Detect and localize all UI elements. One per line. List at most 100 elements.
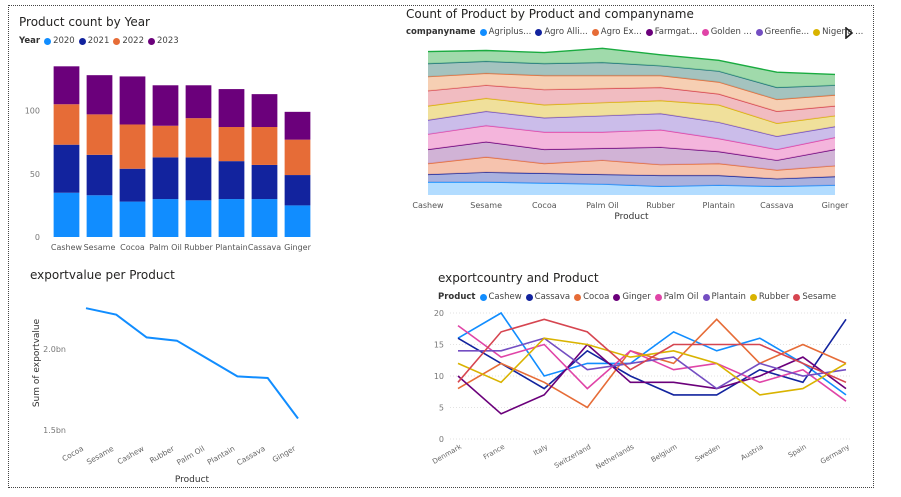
legend-item-2023[interactable]: 2023 [148,36,179,46]
bar-ginger-2023[interactable] [284,111,311,140]
legend-item[interactable]: Agro Alli... [535,27,588,37]
legend-item[interactable]: Agro Ex... [591,27,642,37]
x-tick-label: Sweden [694,443,722,464]
product-count-by-year-visual[interactable]: Product count by Year Year 2020 2021 202… [14,10,394,260]
bar-sesame-2021[interactable] [86,154,113,196]
bar-cocoa-2021[interactable] [119,168,146,202]
y-axis-title: Sum of exportvalue [32,318,42,407]
bar-cassava-2023[interactable] [251,94,278,128]
line-ginger[interactable] [457,343,847,415]
x-tick-label: Palm Oil [175,444,206,467]
legend-dot [479,28,487,36]
legend-item-rubber[interactable]: Rubber [749,292,790,302]
line-rubber[interactable] [457,337,847,396]
legend-item-cashew[interactable]: Cashew [479,292,522,302]
legend-item-2021[interactable]: 2021 [78,36,110,46]
area-band-7 [428,85,835,124]
company-legend: companyname Agriplus... Agro Alli... Agr… [406,27,867,37]
legend-title: companyname [406,27,476,37]
legend-item-2022[interactable]: 2022 [113,36,144,46]
legend-item-cocoa[interactable]: Cocoa [574,292,609,302]
bar-cashew-2020[interactable] [53,192,80,237]
legend-item-palm-oil[interactable]: Palm Oil [654,292,699,302]
legend-dot [44,37,52,45]
legend-item-2020[interactable]: 2020 [44,36,75,46]
bar-cashew-2021[interactable] [53,144,80,193]
bar-palm-oil-2020[interactable] [152,199,179,237]
x-tick-label: Plantain [215,243,247,252]
x-tick-label: Palm Oil [149,243,182,252]
bar-cashew-2022[interactable] [53,104,80,145]
legend-label: 2023 [157,36,179,46]
bar-rubber-2023[interactable] [185,85,212,119]
exportcountry-and-product-visual[interactable]: exportcountry and Product Product Cashew… [420,262,865,486]
x-tick-label: Ginger [271,443,298,464]
legend-item-plantain[interactable]: Plantain [702,292,746,302]
legend-item[interactable]: Farmgat... [645,27,698,37]
legend-item-sesame[interactable]: Sesame [793,292,836,302]
legend-title: Year [19,36,41,46]
bar-cocoa-2023[interactable] [119,76,146,125]
bar-cocoa-2022[interactable] [119,124,146,169]
bar-rubber-2020[interactable] [185,200,212,237]
legend-dot [813,28,821,36]
bar-palm-oil-2021[interactable] [152,157,179,200]
x-tick-label: Belgium [650,443,679,464]
y-tick-label: 5 [439,404,444,413]
bar-ginger-2022[interactable] [284,139,311,176]
bar-rubber-2021[interactable] [185,157,212,201]
legend-title: Product [438,292,476,302]
legend-dot [701,28,709,36]
y-tick-label: 50 [30,170,40,179]
legend-dot [525,293,533,301]
legend-label: Agriplus... [488,27,532,37]
legend-dot [479,293,487,301]
legend-dot [645,28,653,36]
line-sesame[interactable] [457,318,847,384]
count-product-by-company-visual[interactable]: Count of Product by Product and companyn… [400,4,865,226]
legend-item[interactable]: Golden ... [701,27,752,37]
line-plantain[interactable] [458,337,847,390]
legend-dot [591,28,599,36]
bar-ginger-2021[interactable] [284,175,311,206]
x-tick-label: Cashew [116,444,146,466]
bar-cashew-2023[interactable] [53,66,80,105]
bar-cassava-2022[interactable] [251,127,278,165]
bar-sesame-2022[interactable] [86,114,113,155]
bar-palm-oil-2022[interactable] [152,125,179,158]
legend-item[interactable]: Agriplus... [479,27,532,37]
x-tick-label: Austria [739,443,764,462]
bar-cocoa-2020[interactable] [119,201,146,237]
exportvalue-per-product-visual[interactable]: exportvalue per Product 2.0bn 1.5bn Cocoa S… [14,262,314,486]
multi-line-chart-plot: 0 5 10 15 20 Denmark France Italy Switzerland Net… [431,309,851,471]
legend-dot [78,37,86,45]
bar-palm-oil-2023[interactable] [152,85,179,126]
bar-cassava-2021[interactable] [251,164,278,200]
bar-rubber-2022[interactable] [185,118,212,158]
legend-item[interactable]: Greenfie... [755,27,809,37]
area-band-3 [428,141,835,170]
bar-plantain-2022[interactable] [218,127,245,162]
bar-cassava-2020[interactable] [251,199,278,237]
legend-label: Cashew [488,292,522,302]
bar-plantain-2020[interactable] [218,199,245,237]
bar-plantain-2021[interactable] [218,161,245,200]
legend-item-ginger[interactable]: Ginger [613,292,651,302]
bar-sesame-2020[interactable] [86,195,113,237]
area-band-6 [428,98,835,137]
y-tick-label: 0 [439,435,444,444]
legend-item-cassava[interactable]: Cassava [525,292,570,302]
legend-item[interactable]: Nigeria ... [813,27,863,37]
legend-dot [793,293,801,301]
x-axis-title: Product [175,475,210,485]
legend-next-page-icon[interactable] [844,27,854,39]
area-band-9 [428,61,835,100]
legend-label: Rubber [758,292,790,302]
legend-label: Cocoa [583,292,610,302]
bar-plantain-2023[interactable] [218,89,245,128]
bar-ginger-2020[interactable] [284,205,311,237]
bar-sesame-2023[interactable] [86,75,113,115]
legend-label: 2021 [87,36,110,46]
legend-label: 2020 [53,36,75,46]
legend-label: Sesame [802,292,837,302]
